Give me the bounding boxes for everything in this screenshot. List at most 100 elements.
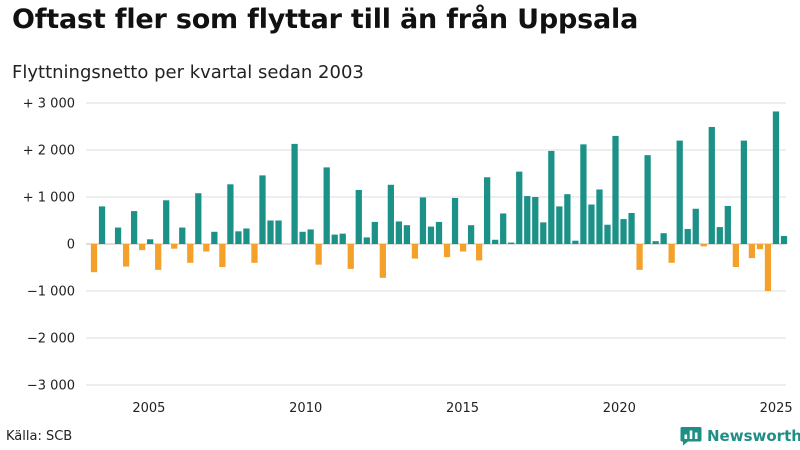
x-tick-label: 2010 [289,401,322,416]
y-tick-label: + 1 000 [23,191,75,206]
bar [740,140,748,244]
bar [772,111,780,245]
bar [323,167,330,244]
bar [299,231,306,244]
bar [484,177,491,244]
bar [411,244,419,259]
bar [331,234,338,244]
bar [339,233,346,244]
bar [700,244,707,247]
bar [139,244,146,251]
bar [459,244,467,252]
bar [427,226,435,244]
y-tick-label: + 3 000 [23,97,75,112]
bar [451,197,459,244]
bar [524,196,531,244]
bar-chart-speech-bubble-icon [680,427,702,446]
bar [227,184,234,244]
bar [532,197,539,244]
x-axis-ticks: 2005 2010 2015 2020 2025 [132,401,792,416]
x-tick-label: 2020 [603,401,636,416]
bar [684,228,691,244]
x-tick-label: 2005 [132,401,165,416]
bar [443,244,451,258]
bar [516,171,523,244]
bar [668,244,675,263]
x-tick-label: 2025 [760,401,793,416]
bar [467,225,475,244]
bar-series [90,111,788,291]
bar [588,204,595,244]
bar [652,241,659,244]
bar [508,242,515,244]
bar [307,229,314,244]
bar [580,144,587,244]
bar [492,239,499,244]
chart-subtitle: Flyttningsnetto per kvartal sedan 2003 [12,62,364,83]
brand-logo[interactable]: Newsworthy [680,426,800,446]
bar [363,237,370,244]
bar [716,227,723,244]
bar [114,227,122,244]
bar [243,228,250,244]
bar [171,244,178,249]
bar [628,212,635,244]
bar [387,184,394,244]
bar [708,126,715,244]
bar [604,224,611,244]
y-tick-label: −1 000 [27,285,75,300]
chart-title: Oftast fler som flyttar till än från Upp… [12,4,639,35]
bar [379,244,386,278]
brand-name: Newsworthy [707,427,800,445]
bar [764,244,772,291]
bar [147,239,154,244]
bar [395,221,403,244]
bar [195,193,202,244]
bar [692,208,699,244]
bar [660,233,667,244]
y-axis-ticks: + 3 000 + 2 000 + 1 000 0 −1 000 −2 000 −3 000 [23,97,75,394]
y-tick-label: −2 000 [27,332,75,347]
bar [676,140,683,244]
bar-chart: + 3 000 + 2 000 + 1 000 0 −1 000 −2 000 −3 000… [23,97,793,417]
bar [179,227,186,244]
bar [596,189,603,244]
bar [98,206,106,244]
bar [540,222,547,244]
bar [155,244,162,270]
bar [564,194,571,244]
bar [163,200,170,244]
bar [620,219,627,244]
bar [371,221,378,244]
y-tick-label: 0 [67,238,75,253]
bar [347,244,354,269]
bar [548,150,555,244]
bar [556,206,563,244]
bar [187,244,194,263]
bar [732,244,739,268]
bar [203,244,210,252]
bar [475,244,483,261]
bar [780,236,788,244]
bar [636,244,643,270]
bar [219,244,226,268]
bar [90,244,98,273]
bar [644,155,651,244]
bar [355,189,362,244]
bar [612,135,619,244]
bar [122,244,130,267]
bar [251,244,258,263]
bar [419,197,427,244]
bar [259,175,266,244]
bar [572,240,579,244]
y-tick-label: −3 000 [27,379,75,394]
bar [756,244,764,250]
bar [291,143,298,244]
bar [267,220,274,244]
bar [500,213,507,244]
bar [435,221,443,244]
y-tick-label: + 2 000 [23,144,75,159]
bar [235,231,242,244]
bar [748,244,756,259]
bar [403,225,411,244]
